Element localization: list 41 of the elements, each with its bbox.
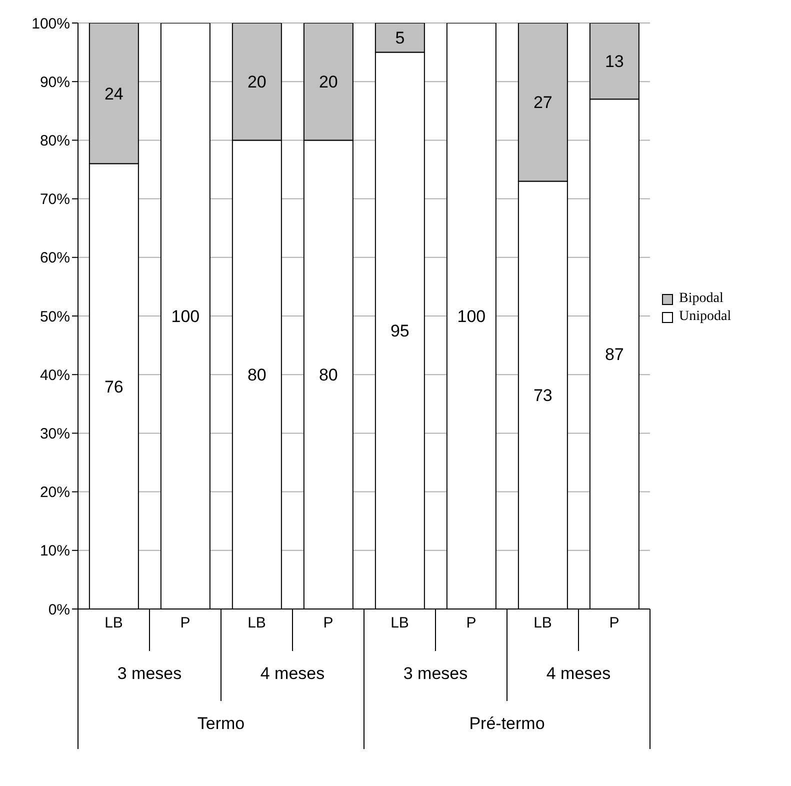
legend-label: Bipodal xyxy=(679,291,724,307)
text: Termo xyxy=(197,714,245,733)
data-label: 20 xyxy=(247,72,266,92)
data-label: 95 xyxy=(390,322,410,341)
data-label: 76 xyxy=(104,377,124,396)
text: 3 meses xyxy=(117,664,182,683)
data-label: 24 xyxy=(104,84,124,104)
data-label: 100 xyxy=(457,307,486,326)
y-tick-label: 100% xyxy=(32,15,70,32)
data-label: 20 xyxy=(318,72,338,92)
text: 4 meses xyxy=(260,664,325,683)
x-tick-label: LB xyxy=(104,614,123,632)
data-label: 27 xyxy=(533,93,552,112)
data-label: 80 xyxy=(247,366,266,385)
data-label: 80 xyxy=(318,366,338,385)
x-tick-label: LB xyxy=(390,614,409,632)
y-tick-label: 70% xyxy=(40,191,70,208)
y-tick-label: 90% xyxy=(40,74,70,91)
y-tick-label: 80% xyxy=(40,132,70,150)
text: 3 meses xyxy=(403,664,468,683)
data-label: 13 xyxy=(604,52,624,72)
x-tick-label: LB xyxy=(248,614,266,632)
y-tick-label: 10% xyxy=(40,542,70,560)
legend-label: Unipodal xyxy=(679,309,732,325)
y-tick-label: 40% xyxy=(40,366,70,384)
y-tick-label: 0% xyxy=(48,601,70,618)
data-label: 73 xyxy=(533,386,552,406)
text: 4 meses xyxy=(546,664,611,683)
text: Pré-termo xyxy=(469,714,545,733)
x-tick-label: P xyxy=(466,614,476,632)
y-tick-label: 60% xyxy=(40,250,70,267)
y-tick-label: 30% xyxy=(40,426,70,443)
x-tick-label: P xyxy=(323,614,334,632)
x-tick-label: P xyxy=(180,614,190,632)
x-tick-label: LB xyxy=(534,614,552,632)
data-label: 87 xyxy=(604,345,624,364)
y-tick-label: 20% xyxy=(40,484,70,502)
y-tick-label: 50% xyxy=(40,308,70,326)
data-label: 5 xyxy=(395,28,405,48)
x-tick-label: P xyxy=(609,614,620,632)
data-label: 100 xyxy=(171,307,200,326)
